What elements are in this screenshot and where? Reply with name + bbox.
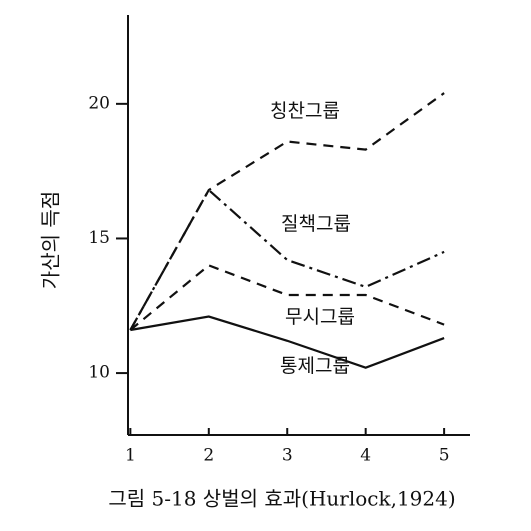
x-tick-label: 1 <box>125 446 136 466</box>
y-tick-label: 15 <box>88 228 110 248</box>
series-line <box>130 315 445 369</box>
caption: 그림 5-18 상벌의 효과(Hurlock,1924) <box>108 487 455 511</box>
y-axis-label: 가산의 득점 <box>39 191 63 289</box>
y-tick-label: 20 <box>88 93 110 113</box>
x-tick-label: 5 <box>439 446 450 466</box>
series-label: 질책그룹 <box>281 213 351 235</box>
x-tick-label: 3 <box>282 446 293 466</box>
series-label: 통제그룹 <box>280 355 350 377</box>
x-tick-label: 4 <box>360 446 371 466</box>
series-label: 무시그룹 <box>285 306 355 328</box>
series-line <box>129 264 445 331</box>
series-line <box>129 92 445 331</box>
series-label: 칭찬그룹 <box>270 100 340 122</box>
x-tick-label: 2 <box>203 446 214 466</box>
y-tick-label: 10 <box>88 363 110 383</box>
